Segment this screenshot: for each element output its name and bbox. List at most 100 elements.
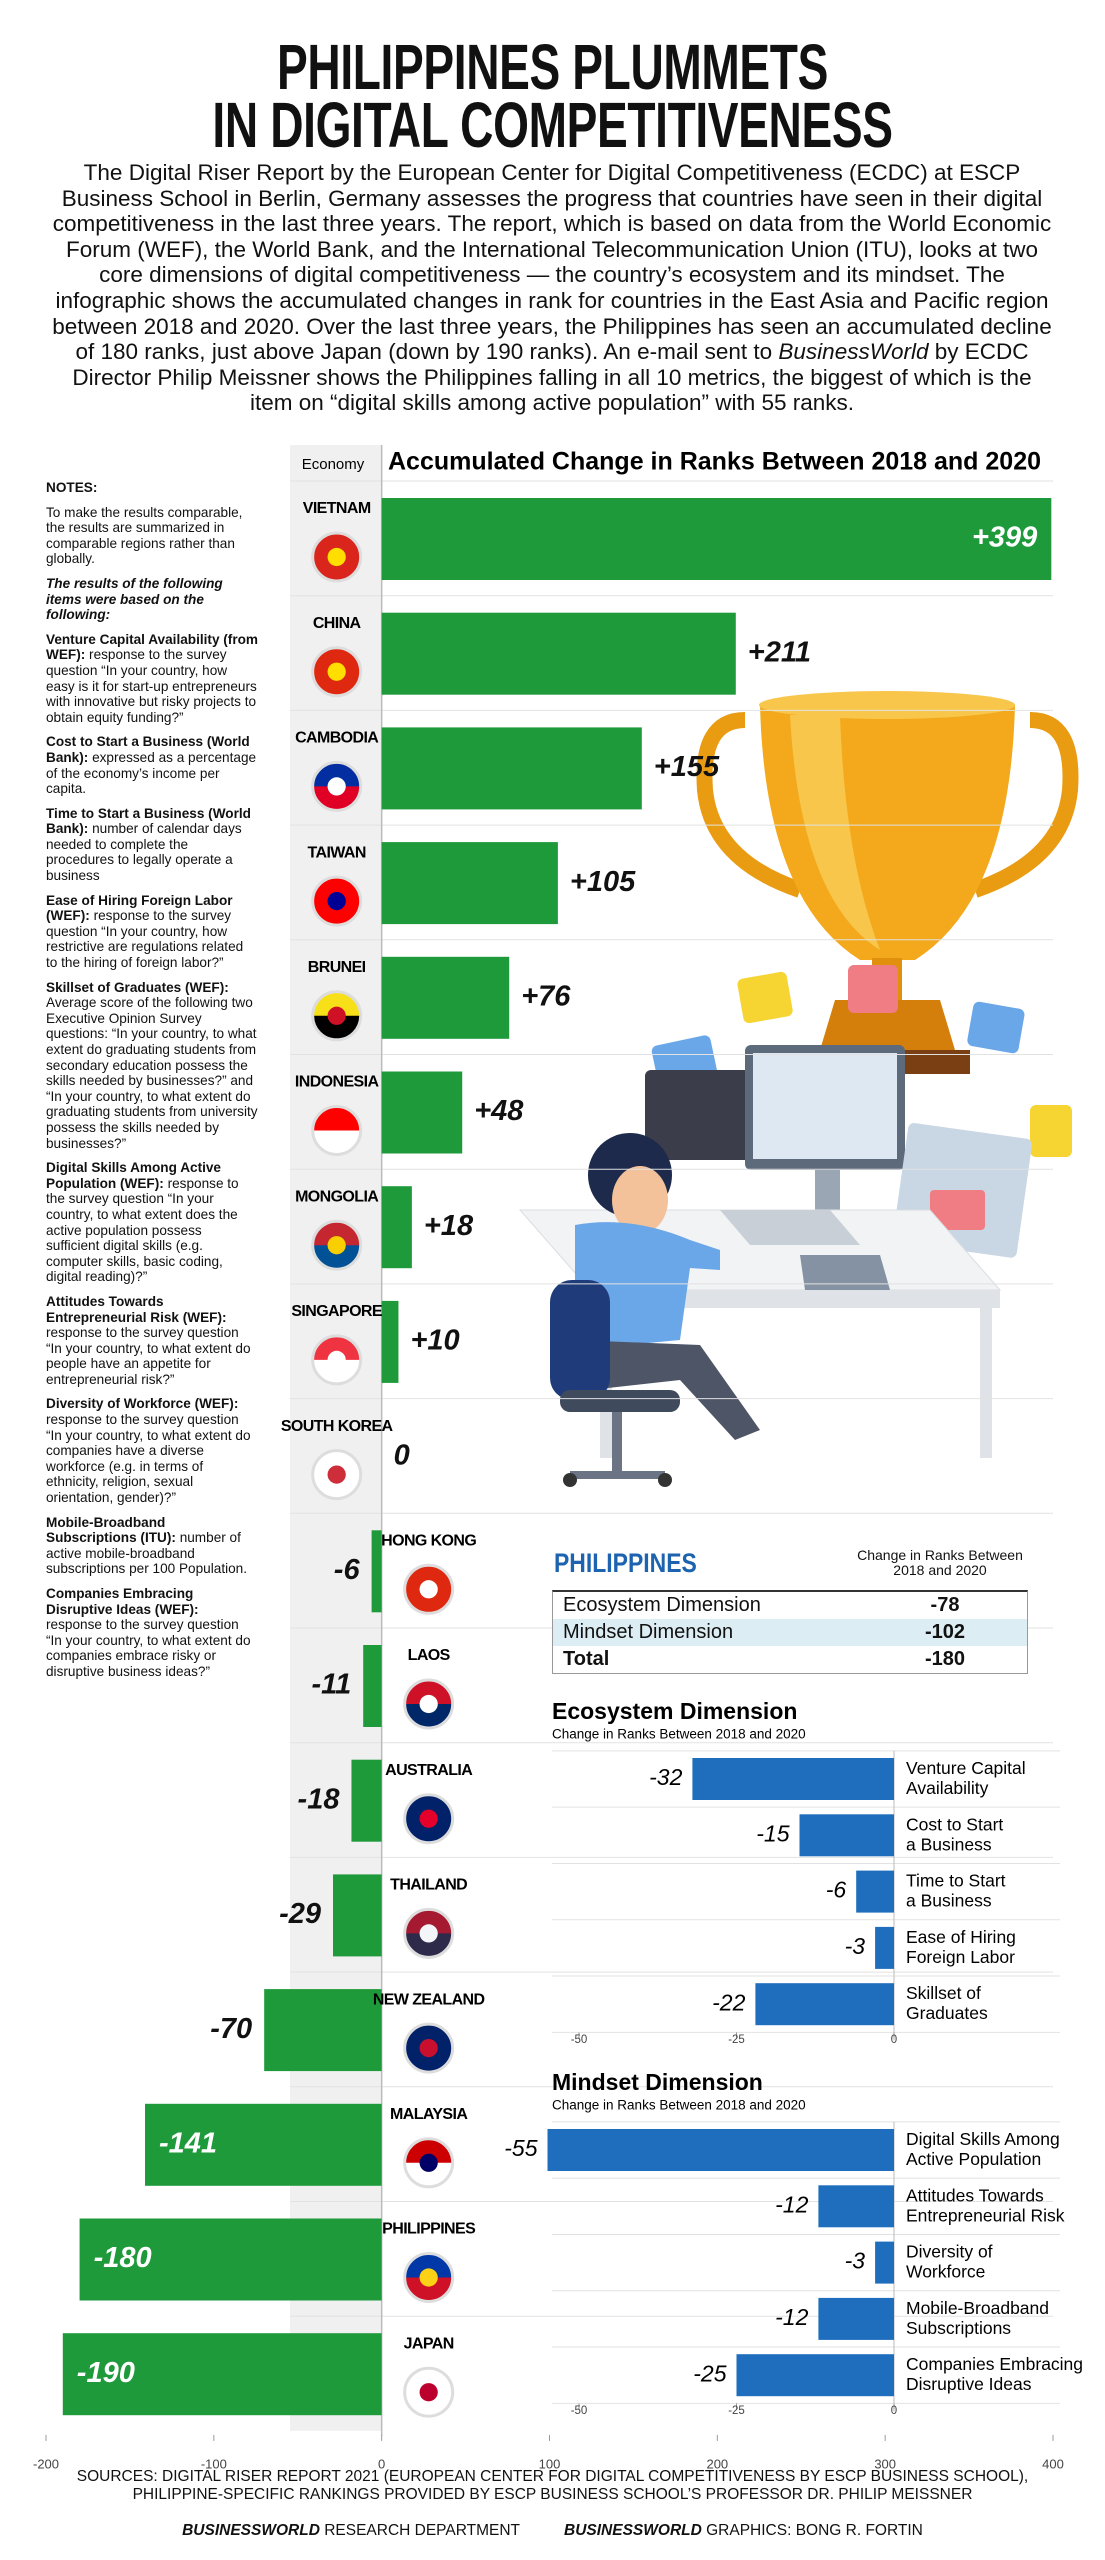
category-label: BRUNEI xyxy=(308,959,366,976)
header: PHILIPPINES PLUMMETS IN DIGITAL COMPETIT… xyxy=(0,31,1105,161)
flag-rim xyxy=(311,1219,363,1271)
flag xyxy=(312,1359,361,1384)
flag xyxy=(327,1465,346,1484)
category-label: SINGAPORE xyxy=(291,1303,383,1320)
x-tick-label: 300 xyxy=(874,2456,896,2471)
category-label: Digital Skills Among Active Population xyxy=(906,2129,1060,2169)
category-label: VIETNAM xyxy=(303,500,371,517)
illustration xyxy=(518,691,1079,1487)
flag xyxy=(419,2153,438,2172)
flag-rim xyxy=(403,2366,455,2418)
value-label: -3 xyxy=(845,1933,866,1959)
value-label: +48 xyxy=(474,1095,524,1127)
category-label: Diversity of Workforce xyxy=(906,2241,993,2281)
x-tick-label: -25 xyxy=(728,2405,745,2417)
bar xyxy=(264,1989,382,2072)
flag xyxy=(327,1236,346,1255)
value-label: -12 xyxy=(775,2304,808,2330)
note-item: Ease of Hiring Foreign Labor (WEF): resp… xyxy=(46,893,258,971)
sources: SOURCES: DIGITAL RISER REPORT 2021 (EURO… xyxy=(0,2468,1105,2504)
source-line: PHILIPPINE-SPECIFIC RANKINGS PROVIDED BY… xyxy=(132,2486,973,2503)
note-text: response to the survey question “In your… xyxy=(46,1175,239,1285)
flag xyxy=(327,891,346,911)
note-text: response to the survey question “In your… xyxy=(46,1325,251,1387)
category-label: Companies Embracing Disruptive Ideas xyxy=(906,2354,1083,2394)
category-label: Ease of Hiring Foreign Labor xyxy=(906,1927,1016,1967)
chart-subtitle: Change in Ranks Between 2018 and 2020 xyxy=(552,1727,806,1742)
note-item: Diversity of Workforce (WEF): response t… xyxy=(46,1396,258,1505)
bar xyxy=(856,1870,894,1913)
flag xyxy=(404,2048,453,2073)
value-label: 0 xyxy=(394,1439,410,1471)
bar xyxy=(381,1186,412,1269)
flag-rim xyxy=(311,760,363,812)
value-label: -29 xyxy=(279,1898,321,1930)
intro-part: The Digital Riser Report by the European… xyxy=(52,160,1052,365)
bar xyxy=(381,612,736,695)
notes-heading: NOTES: xyxy=(46,480,98,495)
flag xyxy=(327,777,346,796)
flag xyxy=(312,1474,361,1499)
bar xyxy=(371,1530,382,1613)
note-item: Digital Skills Among Active Population (… xyxy=(46,1160,258,1285)
x-tick-label: -200 xyxy=(33,2456,59,2471)
value-label: -3 xyxy=(845,2248,866,2274)
source-line: SOURCES: DIGITAL RISER REPORT 2021 (EURO… xyxy=(76,2468,1029,2485)
x-tick-label: -50 xyxy=(571,2034,588,2046)
x-tick-label: 0 xyxy=(891,2034,897,2046)
bar xyxy=(692,1758,894,1800)
bar xyxy=(381,1071,463,1154)
bar xyxy=(381,498,1052,580)
category-label: Skillset of Graduates xyxy=(906,1983,988,2023)
credit: BUSINESSWORLD RESEARCH DEPARTMENT xyxy=(182,2522,520,2539)
value-label: -55 xyxy=(504,2135,537,2161)
chart-title: Accumulated Change in Ranks Between 2018… xyxy=(388,448,1041,476)
bar xyxy=(145,2103,382,2186)
table-cell: -78 xyxy=(930,1594,960,1616)
table-cell: -180 xyxy=(924,1648,966,1670)
note-term: Digital Skills Among Active Population (… xyxy=(46,1160,221,1191)
value-label: +18 xyxy=(424,1210,474,1242)
credit-org: BUSINESSWORLD xyxy=(182,2522,320,2539)
flag xyxy=(404,2392,453,2417)
category-label: JAPAN xyxy=(404,2335,454,2352)
note-term: Diversity of Workforce (WEF): xyxy=(46,1396,239,1412)
bar xyxy=(875,1926,894,1969)
category-label: Attitudes Towards Entrepreneurial Risk xyxy=(906,2185,1065,2225)
flag-rim xyxy=(403,1563,455,1615)
flag xyxy=(312,1130,361,1155)
flag xyxy=(327,662,346,681)
category-label: THAILAND xyxy=(390,1877,467,1894)
title: PHILIPPINES PLUMMETS xyxy=(277,31,828,103)
flag-rim xyxy=(403,1678,455,1730)
x-tick-label: 100 xyxy=(539,2456,561,2471)
value-label: +105 xyxy=(570,866,636,898)
note-text: number of calendar days needed to comple… xyxy=(46,821,242,884)
category-label: Venture Capital Availability xyxy=(906,1758,1026,1798)
chart-title: Ecosystem Dimension xyxy=(552,1698,797,1724)
bar xyxy=(351,1759,382,1842)
flag xyxy=(327,1350,346,1370)
notes-intro: To make the results comparable, the resu… xyxy=(46,504,243,567)
bar xyxy=(818,2185,894,2228)
note-text: response to the survey question “In your… xyxy=(46,647,257,725)
note-item: Venture Capital Availability (from WEF):… xyxy=(46,632,258,726)
flag xyxy=(312,1245,361,1270)
bar xyxy=(547,2129,894,2171)
flag xyxy=(419,1924,438,1943)
value-label: -25 xyxy=(693,2360,726,2386)
table-body: Ecosystem Dimension -78 Mindset Dimension -… xyxy=(552,1590,1028,1674)
bar xyxy=(62,2333,382,2416)
flag xyxy=(312,786,361,811)
title: IN DIGITAL COMPETITIVENESS xyxy=(212,89,893,161)
flag xyxy=(404,2277,453,2302)
category-label: MALAYSIA xyxy=(390,2106,468,2123)
flag xyxy=(419,1809,438,1828)
note-term: Mobile-Broadband Subscriptions (ITU): xyxy=(46,1514,176,1546)
bar xyxy=(363,1645,382,1727)
value-label: -180 xyxy=(94,2242,152,2274)
flag-rim xyxy=(403,1907,455,1959)
bar xyxy=(381,727,642,810)
flag xyxy=(404,2162,453,2187)
